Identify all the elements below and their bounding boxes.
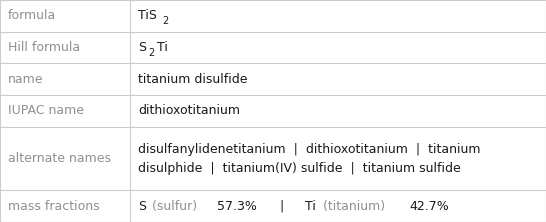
Text: formula: formula	[8, 9, 56, 22]
Text: (titanium): (titanium)	[319, 200, 389, 213]
Text: IUPAC name: IUPAC name	[8, 105, 84, 117]
Text: mass fractions: mass fractions	[8, 200, 100, 213]
Text: disulfanylidenetitanium  |  dithioxotitanium  |  titanium
disulphide  |  titaniu: disulfanylidenetitanium | dithioxotitani…	[138, 143, 480, 174]
Text: |: |	[269, 200, 296, 213]
Text: S: S	[138, 200, 146, 213]
Text: 42.7%: 42.7%	[410, 200, 449, 213]
Text: (sulfur): (sulfur)	[149, 200, 201, 213]
Text: titanium disulfide: titanium disulfide	[138, 73, 248, 86]
Text: 57.3%: 57.3%	[217, 200, 257, 213]
Text: alternate names: alternate names	[8, 152, 111, 165]
Text: 2: 2	[149, 48, 155, 58]
Text: 2: 2	[163, 16, 169, 26]
Text: Ti: Ti	[305, 200, 316, 213]
Text: S: S	[138, 41, 146, 54]
Text: name: name	[8, 73, 44, 86]
Text: Ti: Ti	[157, 41, 168, 54]
Text: Hill formula: Hill formula	[8, 41, 80, 54]
Text: TiS: TiS	[138, 9, 157, 22]
Text: dithioxotitanium: dithioxotitanium	[138, 105, 240, 117]
